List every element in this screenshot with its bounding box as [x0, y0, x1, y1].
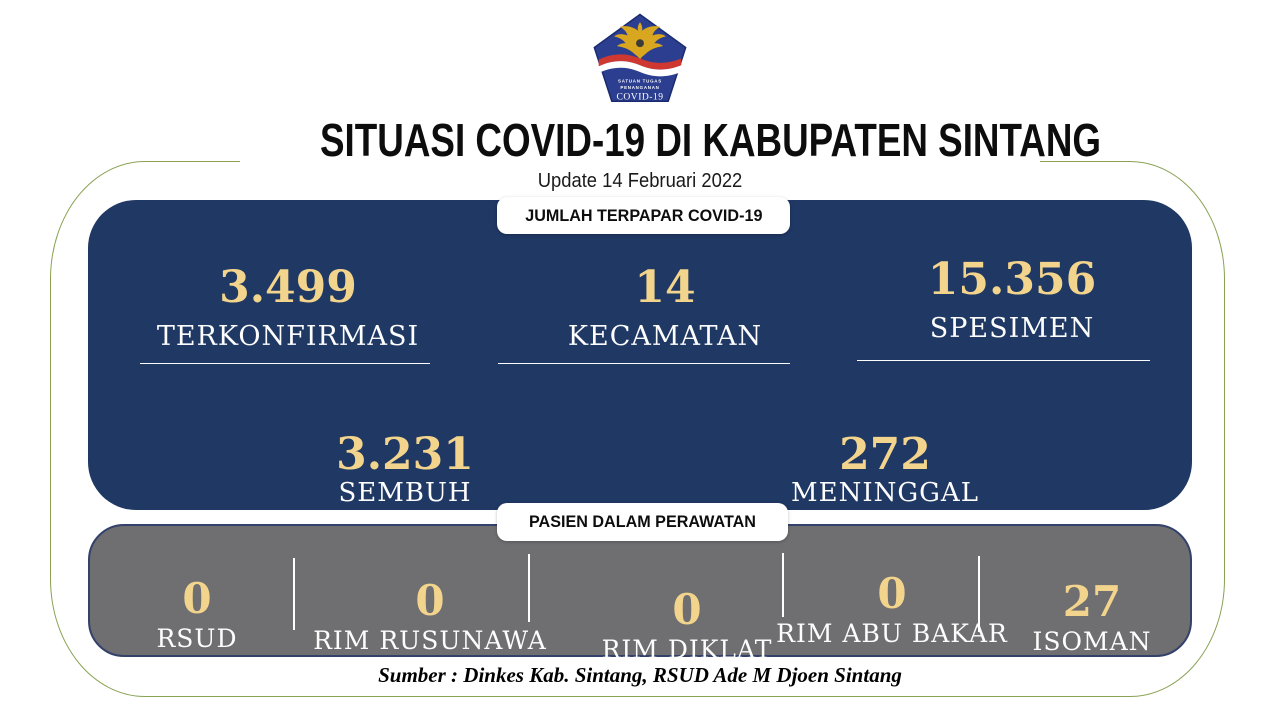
- stat-underline: [140, 363, 430, 364]
- stat-rim-abu-bakar: 0 RIM ABU BAKAR: [752, 573, 1032, 648]
- flag-ribbon-icon: [598, 54, 682, 77]
- exposed-panel-header-label: JUMLAH TERPAPAR COVID-19: [524, 205, 763, 225]
- care-panel: 0 RSUD 0 RIM RUSUNAWA 0 RIM DIKLAT 0 RIM…: [88, 524, 1192, 663]
- exposed-panel-header: JUMLAH TERPAPAR COVID-19: [497, 197, 790, 234]
- stat-rim-rusunawa: 0 RIM RUSUNAWA: [300, 580, 560, 655]
- stat-value: 0: [877, 569, 907, 618]
- stat-rsud: 0 RSUD: [97, 578, 297, 653]
- stat-value: 0: [672, 585, 702, 634]
- logo-text-line1: SATUAN TUGAS: [618, 79, 662, 84]
- exposed-panel: 3.499 TERKONFIRMASI 14 KECAMATAN 15.356 …: [88, 200, 1192, 510]
- stat-value: 15.356: [927, 254, 1097, 305]
- care-panel-header-label: PASIEN DALAM PERAWATAN: [528, 512, 756, 531]
- garuda-icon: [614, 22, 666, 61]
- stat-rim-diklat: 0 RIM DIKLAT: [567, 589, 807, 664]
- stat-label: RIM DIKLAT: [601, 635, 773, 664]
- stat-underline: [857, 360, 1150, 361]
- stat-label: SEMBUH: [338, 478, 472, 508]
- stat-terkonfirmasi: 3.499 TERKONFIRMASI: [88, 266, 488, 352]
- stat-value: 3.231: [336, 429, 474, 480]
- pentagon-logo-icon: SATUAN TUGAS PENANGANAN COVID-19: [593, 13, 687, 102]
- stat-value: 0: [415, 576, 445, 625]
- divider: [782, 553, 784, 617]
- logo-text-line3: COVID-19: [617, 91, 664, 102]
- covid-task-force-logo: SATUAN TUGAS PENANGANAN COVID-19: [592, 8, 688, 112]
- stat-value: 272: [839, 429, 931, 480]
- stat-meninggal: 272 MENINGGAL: [685, 433, 1085, 508]
- stat-label: MENINGGAL: [791, 478, 979, 508]
- logo-text-line2: PENANGANAN: [620, 85, 659, 90]
- title-block: SITUASI COVID-19 DI KABUPATEN SINTANG Up…: [240, 106, 1102, 198]
- stat-isoman: 27 ISOMAN: [982, 581, 1202, 656]
- stat-label: RSUD: [156, 624, 238, 653]
- stat-kecamatan: 14 KECAMATAN: [465, 266, 865, 352]
- stat-label: KECAMATAN: [567, 321, 763, 352]
- stat-value: 3.499: [219, 262, 357, 313]
- care-panel-header: PASIEN DALAM PERAWATAN: [497, 503, 788, 541]
- divider: [528, 554, 530, 622]
- stat-value: 27: [1062, 577, 1122, 626]
- stat-label: ISOMAN: [1032, 627, 1152, 656]
- stat-label: RIM ABU BAKAR: [776, 619, 1008, 648]
- stat-underline: [498, 363, 790, 364]
- source-line: Sumber : Dinkes Kab. Sintang, RSUD Ade M…: [378, 663, 902, 687]
- stat-value: 14: [634, 262, 696, 313]
- stat-label: TERKONFIRMASI: [156, 321, 420, 352]
- stat-value: 0: [182, 574, 212, 623]
- stat-label: SPESIMEN: [929, 313, 1095, 344]
- stat-sembuh: 3.231 SEMBUH: [205, 433, 605, 508]
- stat-label: RIM RUSUNAWA: [313, 626, 547, 655]
- page-title: SITUASI COVID-19 DI KABUPATEN SINTANG: [320, 114, 1102, 166]
- stat-spesimen: 15.356 SPESIMEN: [812, 258, 1212, 344]
- divider: [293, 558, 295, 630]
- update-date: Update 14 Februari 2022: [537, 170, 743, 192]
- divider: [978, 556, 980, 632]
